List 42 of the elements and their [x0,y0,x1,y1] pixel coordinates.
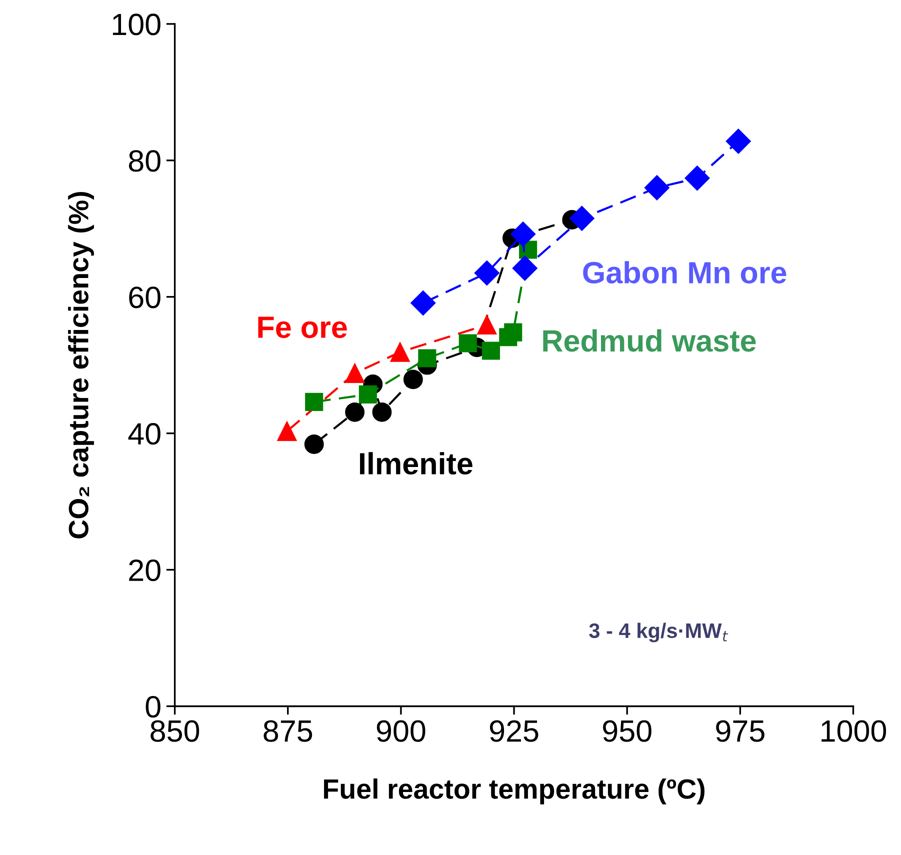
point [390,342,410,362]
series-label: Redmud waste [543,329,756,352]
point [403,370,423,390]
point [482,342,500,360]
point [458,334,477,352]
series-label: Gabon Mn ore [583,261,786,284]
point [418,349,436,368]
series-label: Ilmenite [360,452,472,475]
point [345,402,365,422]
point [305,392,324,411]
point [277,422,297,441]
y-tick-label: 100 [112,14,160,36]
x-tick-label: 875 [264,720,312,742]
x-axis-title: Fuel reactor temperature (ºC) [324,778,704,804]
y-tick-label: 80 [128,150,160,172]
point [726,128,751,154]
point [512,256,538,281]
point [569,206,594,231]
x-tick-label: 1000 [822,720,886,742]
y-tick-label: 60 [129,286,160,308]
x-tick-label: 900 [376,720,426,742]
x-tick-label: 950 [603,720,652,742]
point [358,385,377,404]
point [345,364,365,383]
y-axis-title: CO₂ capture efficiency (%) [68,192,94,538]
point [372,402,392,422]
y-tick-label: 40 [128,423,160,445]
point [477,315,497,335]
series-label: Fe ore [258,316,347,338]
point [410,290,436,316]
x-tick-label: 975 [716,720,764,742]
y-tick-label: 20 [129,560,160,582]
x-tick-label: 850 [150,720,200,742]
point [504,323,522,342]
point [644,175,670,200]
point [684,166,710,191]
point [474,260,500,286]
annotation: 3 - 4 kg/s·MW$_{t}$ [589,622,728,642]
point [304,434,324,454]
x-tick-label: 925 [490,720,538,742]
y-tick-label: 0 [146,696,160,718]
point [510,222,536,247]
